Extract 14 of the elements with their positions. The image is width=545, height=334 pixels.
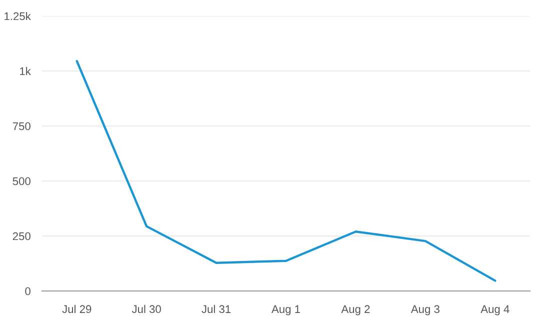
y-tick-label: 0 (25, 287, 30, 296)
y-tick-label: 250 (12, 232, 30, 240)
x-tick-label: Jul 30 (132, 304, 161, 314)
x-tick-label: Aug 1 (272, 305, 300, 316)
y-tick-label: 500 (12, 177, 30, 186)
x-tick-label: Jul 31 (202, 304, 231, 314)
x-tick-label: Aug 3 (410, 305, 440, 316)
x-tick-label: Aug 2 (341, 305, 370, 316)
line-series (76, 60, 496, 282)
y-tick-label: 1.25k (4, 12, 31, 20)
x-tick-label: Aug 4 (480, 305, 510, 316)
y-tick-label: 1k (20, 66, 31, 76)
y-tick-label: 750 (12, 122, 30, 130)
x-tick-label: Jul 29 (62, 304, 92, 314)
